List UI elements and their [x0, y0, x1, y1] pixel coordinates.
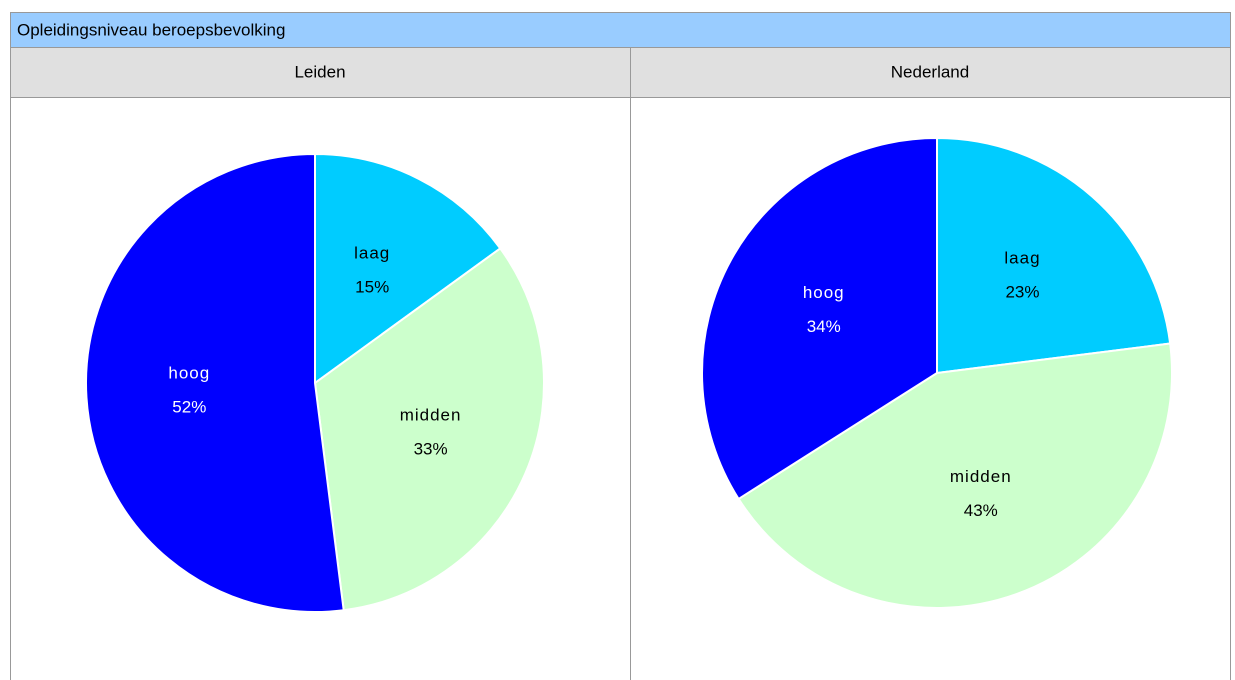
slice-value-label: 15% — [355, 277, 389, 296]
slice-label: hoog — [168, 363, 210, 382]
pie-slice — [701, 136, 938, 501]
slice-value-label: 34% — [807, 317, 841, 336]
header-title: Opleidingsniveau beroepsbevolking — [17, 20, 285, 39]
column-title: Leiden — [294, 62, 345, 81]
slice-label: midden — [400, 406, 462, 425]
column-title: Nederland — [891, 62, 969, 81]
slice-value-label: 33% — [414, 440, 448, 459]
slice-value-label: 23% — [1005, 283, 1039, 302]
pie-slice — [313, 246, 545, 612]
slice-label: laag — [1004, 249, 1040, 268]
column-header-row — [10, 47, 1231, 98]
pie-slice — [737, 342, 1173, 609]
slice-label: hoog — [803, 283, 845, 302]
slice-label: midden — [950, 467, 1012, 486]
header-bar — [10, 12, 1231, 48]
pie-slice — [85, 152, 345, 613]
slice-value-label: 43% — [964, 501, 998, 520]
slice-value-label: 52% — [172, 397, 206, 416]
pie-slice — [314, 152, 502, 385]
pie-slice — [936, 136, 1172, 375]
slice-label: laag — [354, 243, 390, 262]
